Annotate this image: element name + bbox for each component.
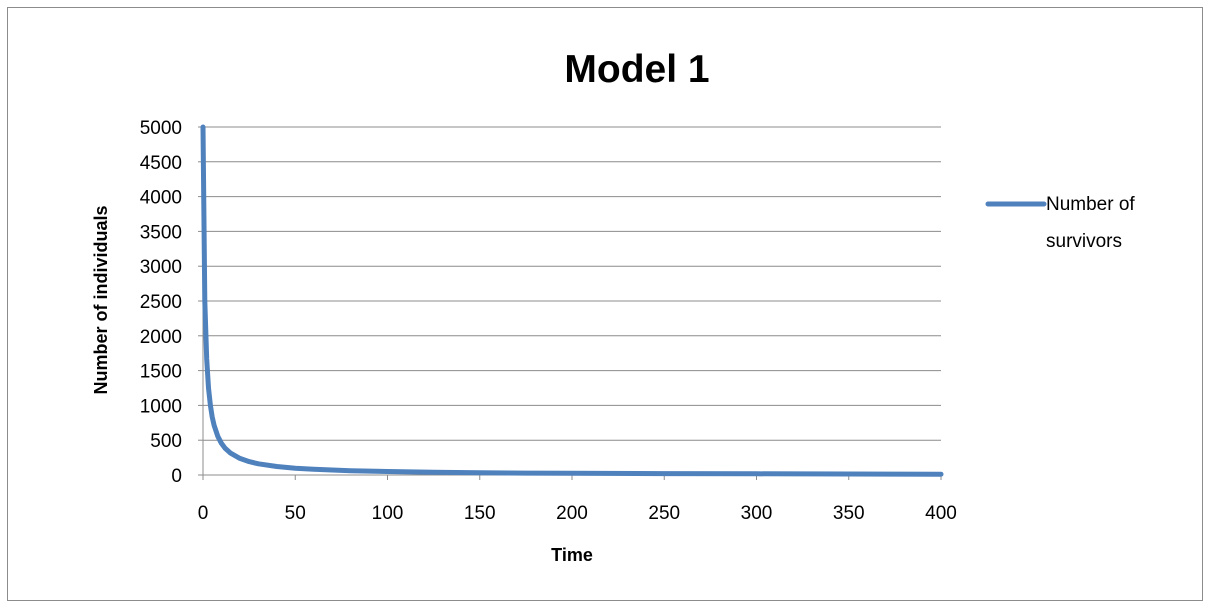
y-tick-label: 3000 [140, 257, 182, 278]
y-tick-label: 3500 [140, 222, 182, 243]
y-tick-label: 2000 [140, 327, 182, 348]
y-axis-label: Number of individuals [91, 205, 111, 394]
x-axis-label: Time [551, 545, 593, 565]
y-tick-labels: 0 500 1000 1500 2000 2500 3000 3500 4000 4500 5000 [140, 118, 182, 487]
gridlines [198, 126, 942, 480]
chart-title: Model 1 [564, 48, 709, 91]
x-tick-label: 0 [198, 503, 209, 524]
y-tick-label: 4500 [140, 153, 182, 174]
series-group [200, 124, 944, 477]
x-tick-label: 150 [464, 503, 496, 524]
y-tick-label: 4000 [140, 188, 182, 209]
legend-label-line1: Number of [1046, 194, 1135, 215]
x-tick-label: 350 [833, 503, 865, 524]
x-tick-label: 200 [556, 503, 588, 524]
y-tick-label: 500 [150, 431, 182, 452]
x-tick-label: 100 [372, 503, 404, 524]
y-tick-label: 0 [171, 466, 182, 487]
legend: Number of survivors [985, 194, 1135, 252]
x-tick-labels: 0 50 100 150 200 250 300 350 400 [198, 503, 957, 524]
y-tick-label: 2500 [140, 292, 182, 313]
x-tick-label: 250 [648, 503, 680, 524]
x-tick-label: 50 [285, 503, 306, 524]
y-tick-label: 1000 [140, 396, 182, 417]
y-tick-label: 1500 [140, 362, 182, 383]
x-tick-label: 300 [741, 503, 773, 524]
x-tick-label: 400 [925, 503, 957, 524]
y-tick-label: 5000 [140, 118, 182, 139]
series-line-0 [200, 124, 944, 477]
legend-label-line2: survivors [1046, 231, 1122, 252]
